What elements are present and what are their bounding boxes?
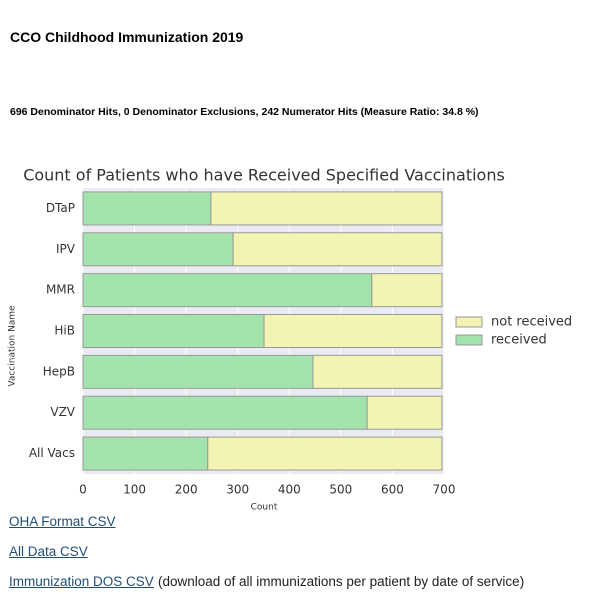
y-tick-label: All Vacs [29, 446, 75, 460]
bar-segment [312, 354, 443, 389]
bar-segment [210, 191, 443, 226]
legend-swatch [455, 334, 483, 346]
x-tick-label: 700 [433, 483, 456, 497]
y-tick-label: MMR [46, 283, 75, 297]
x-tick-label: 200 [175, 483, 198, 497]
chart-title: Count of Patients who have Received Spec… [23, 166, 505, 185]
page-title: CCO Childhood Immunization 2019 [10, 29, 244, 45]
legend-swatch [455, 316, 483, 328]
link[interactable]: All Data CSV [9, 544, 88, 559]
bar-segment [82, 395, 368, 430]
bar-segment [82, 191, 212, 226]
x-tick-label: 100 [123, 483, 146, 497]
x-tick-label: 600 [381, 483, 404, 497]
link[interactable]: Immunization DOS CSV [9, 574, 154, 589]
bar-segment [207, 436, 443, 471]
y-axis-label: Vaccination Name [8, 305, 18, 387]
link[interactable]: OHA Format CSV [9, 514, 116, 529]
summary: 696 Denominator Hits, 0 Denominator Excl… [10, 106, 479, 118]
bar-segment [82, 354, 314, 389]
x-tick-label: 300 [226, 483, 249, 497]
link-note: (download of all immunizations per patie… [158, 574, 525, 589]
chart: Count of Patients who have Received Spec… [8, 166, 573, 513]
y-tick-label: IPV [56, 242, 76, 256]
x-tick-label: 0 [79, 483, 87, 497]
bar-segment [232, 232, 443, 267]
y-tick-label: HepB [43, 364, 75, 378]
bar-segment [371, 273, 443, 308]
bar-segment [366, 395, 443, 430]
x-axis-label: Count [251, 503, 278, 513]
y-tick-label: VZV [50, 405, 75, 419]
bar-segment [82, 436, 209, 471]
bar-segment [82, 232, 234, 267]
y-tick-label: DTaP [46, 201, 75, 215]
bar-segment [263, 314, 443, 348]
x-tick-label: 400 [278, 483, 301, 497]
legend-label: not received [491, 315, 572, 330]
bar-segment [82, 314, 265, 348]
x-tick-label: 500 [329, 483, 352, 497]
y-tick-label: HiB [54, 324, 75, 338]
bar-segment [82, 273, 373, 308]
legend-label: received [491, 333, 547, 348]
